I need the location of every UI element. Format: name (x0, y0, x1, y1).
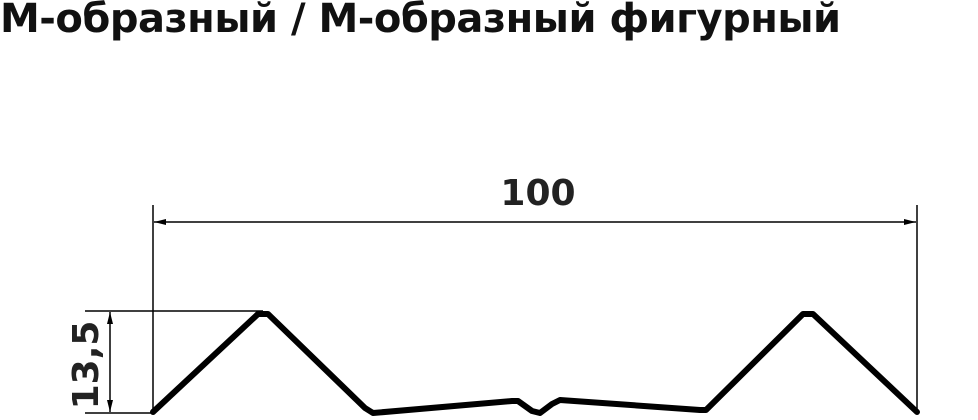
width-dimension: 100 (152, 173, 918, 412)
width-label: 100 (500, 173, 575, 214)
height-dimension: 13,5 (66, 310, 263, 414)
diagram-title: М-образный / М-образный фигурный (0, 0, 841, 42)
profile-line (150, 311, 920, 416)
height-label: 13,5 (66, 321, 107, 410)
